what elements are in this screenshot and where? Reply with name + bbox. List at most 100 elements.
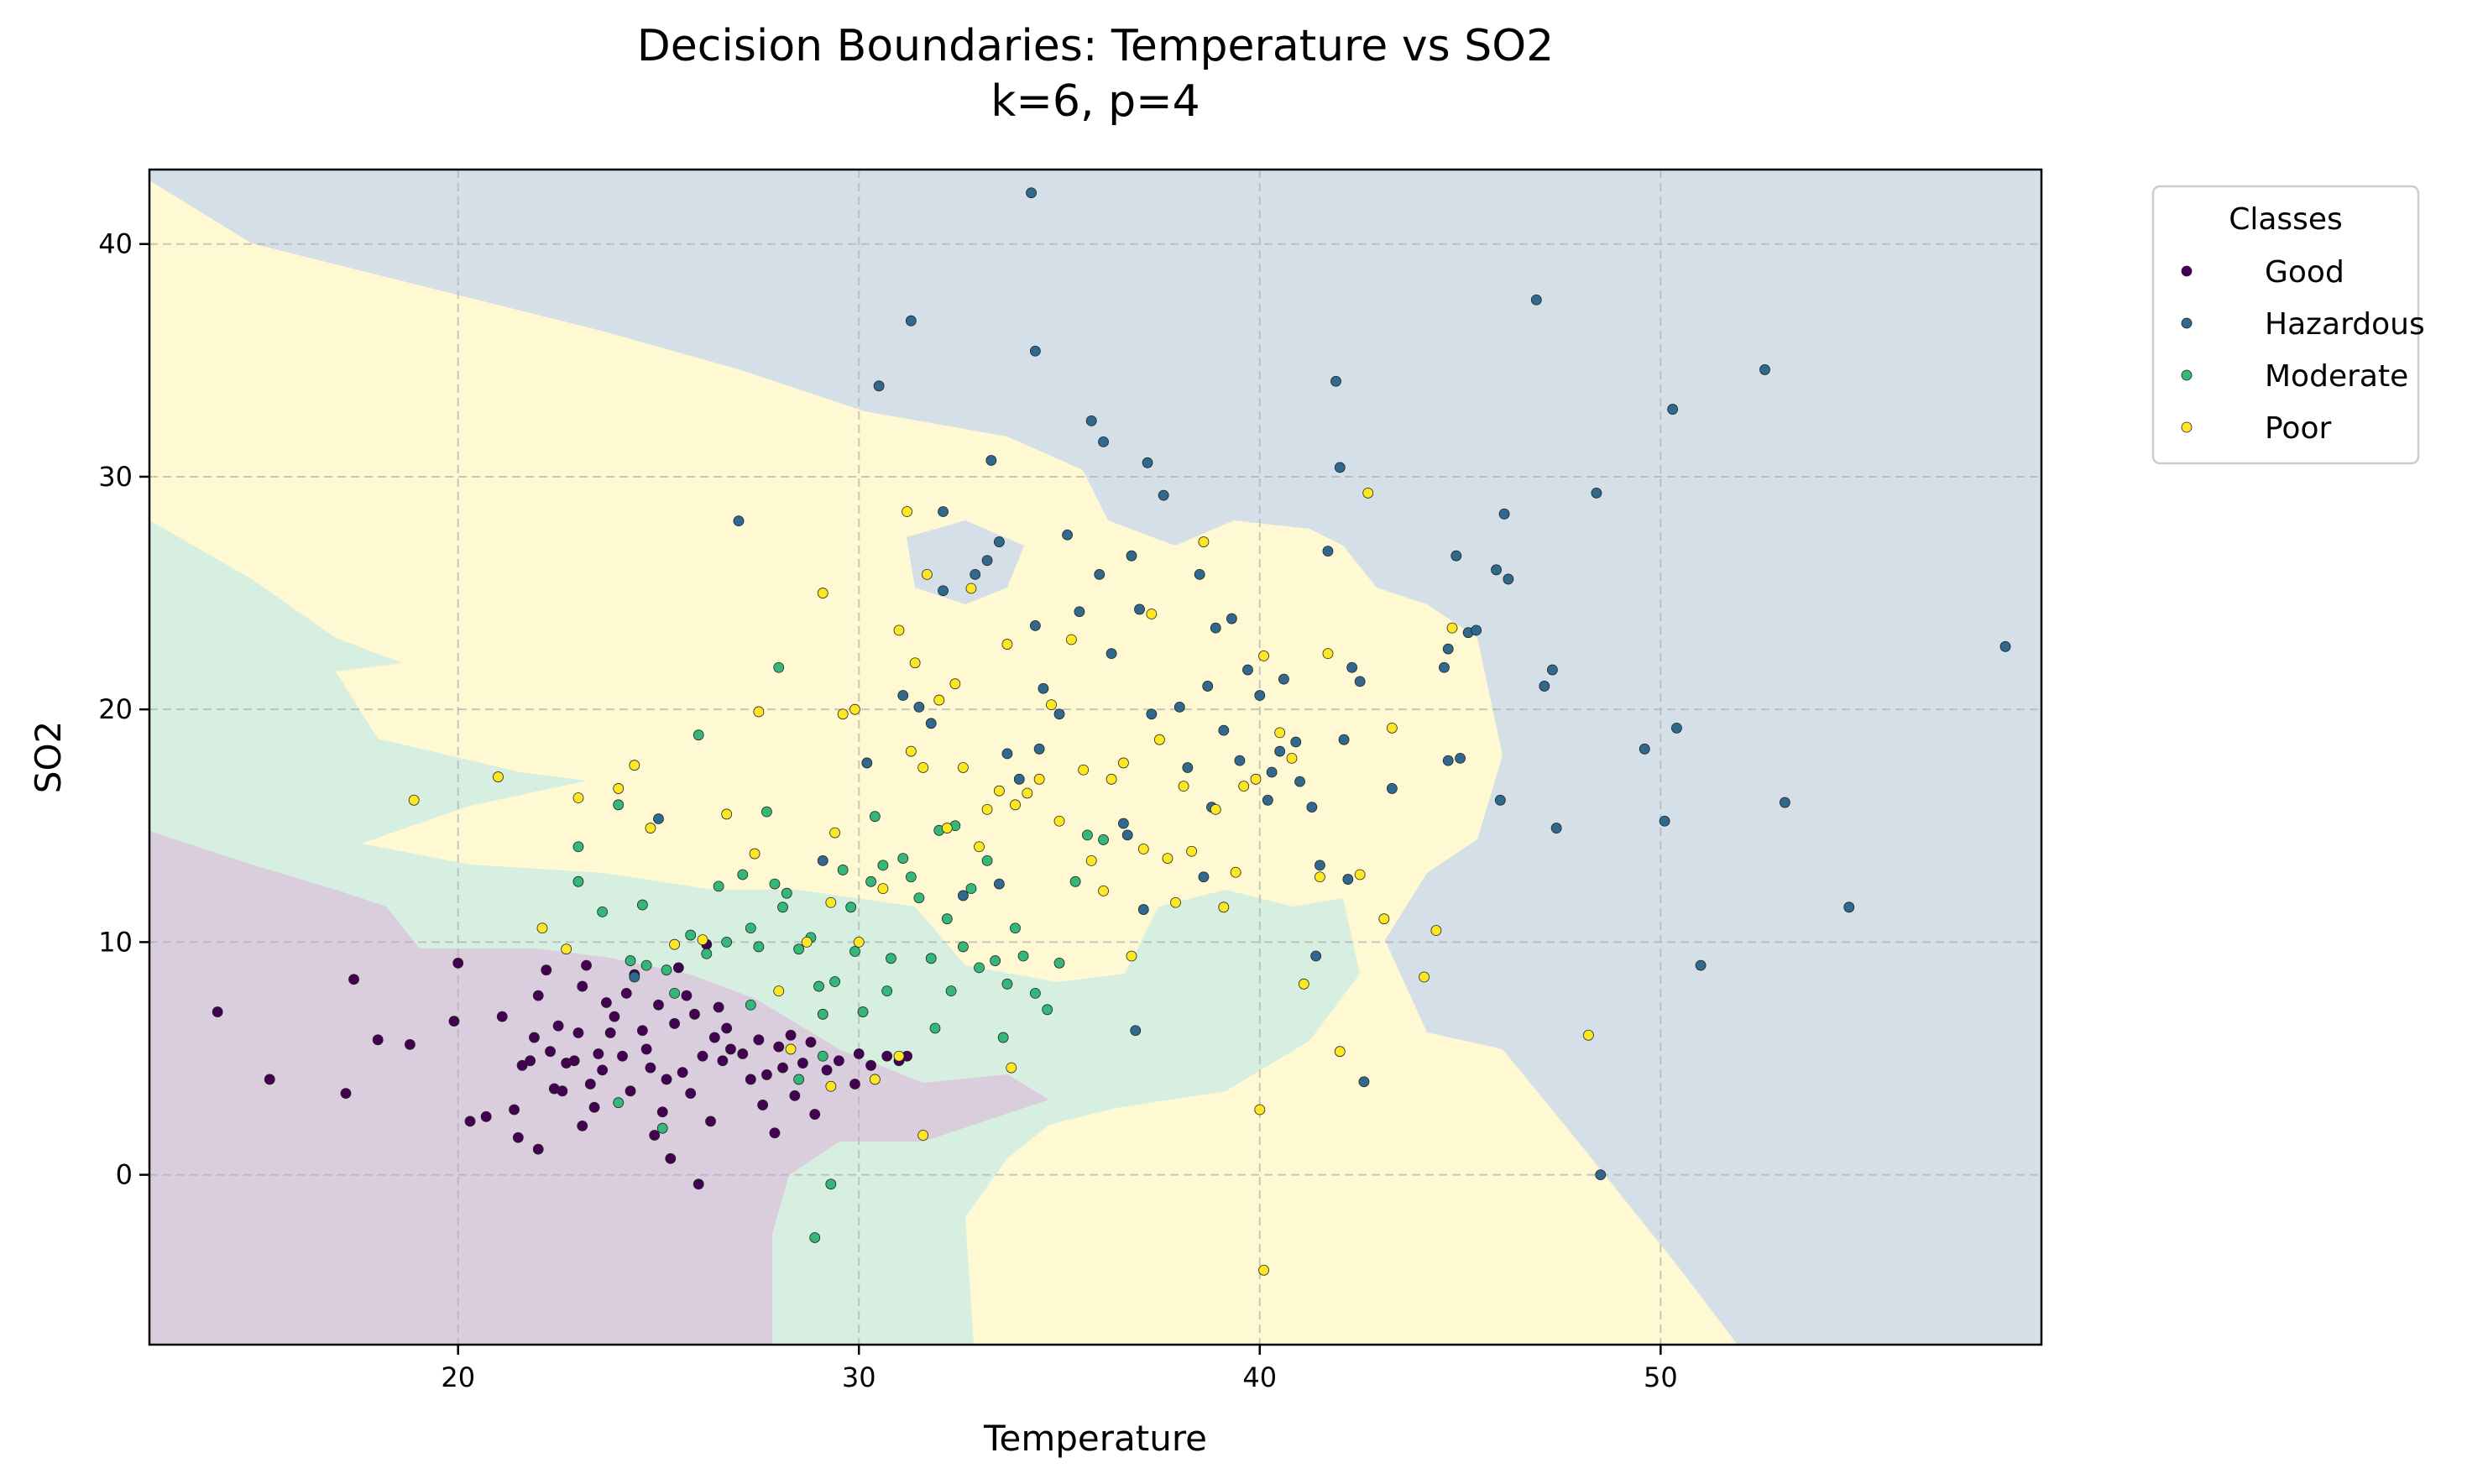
data-point bbox=[1999, 640, 2011, 652]
x-tick-label: 50 bbox=[1644, 1361, 1678, 1393]
data-point bbox=[781, 887, 792, 899]
data-point bbox=[1455, 752, 1466, 764]
data-point bbox=[689, 1008, 700, 1020]
data-point bbox=[1010, 922, 1021, 934]
data-point bbox=[1539, 681, 1550, 692]
data-point bbox=[777, 901, 788, 913]
data-point bbox=[1053, 708, 1065, 720]
data-point bbox=[893, 1050, 905, 1062]
data-point bbox=[853, 936, 865, 948]
data-point bbox=[837, 708, 849, 720]
data-point bbox=[845, 901, 857, 913]
data-point bbox=[1258, 1264, 1269, 1276]
data-point bbox=[552, 1020, 564, 1032]
data-point bbox=[1358, 1076, 1370, 1088]
data-point bbox=[452, 957, 464, 969]
data-point bbox=[545, 1046, 556, 1058]
data-point bbox=[1173, 701, 1185, 713]
data-point bbox=[785, 1029, 797, 1041]
data-point bbox=[1162, 853, 1173, 864]
data-point bbox=[1266, 766, 1278, 778]
data-point bbox=[1029, 345, 1041, 357]
data-point bbox=[1154, 734, 1165, 745]
data-point bbox=[408, 794, 420, 806]
data-point bbox=[793, 1074, 805, 1085]
data-point bbox=[981, 854, 993, 866]
data-point bbox=[1006, 1062, 1017, 1074]
data-point bbox=[1290, 736, 1302, 748]
data-point bbox=[913, 892, 925, 904]
data-point bbox=[1346, 661, 1358, 673]
data-point bbox=[745, 999, 756, 1011]
chart-title: Decision Boundaries: Temperature vs SO2 bbox=[637, 21, 1554, 71]
data-point bbox=[1274, 745, 1286, 757]
data-point bbox=[825, 1178, 837, 1190]
data-point bbox=[1491, 564, 1502, 576]
data-point bbox=[993, 785, 1005, 797]
data-point bbox=[496, 1011, 508, 1022]
data-point bbox=[1362, 487, 1374, 499]
data-point bbox=[529, 1032, 540, 1043]
y-tick-label: 0 bbox=[116, 1159, 133, 1191]
data-point bbox=[1142, 457, 1153, 468]
data-point bbox=[593, 1048, 604, 1059]
data-point bbox=[1082, 829, 1093, 841]
data-point bbox=[1298, 978, 1309, 990]
data-point bbox=[604, 1027, 616, 1038]
data-point bbox=[448, 1016, 460, 1027]
data-point bbox=[945, 985, 957, 997]
data-point bbox=[561, 943, 572, 955]
data-point bbox=[1442, 755, 1454, 766]
x-axis: 20 30 40 50 bbox=[441, 1345, 1678, 1393]
data-point bbox=[1038, 682, 1049, 694]
data-point bbox=[1010, 799, 1021, 811]
data-point bbox=[761, 1069, 772, 1080]
data-point bbox=[1062, 529, 1073, 541]
data-point bbox=[645, 1062, 656, 1074]
legend-marker bbox=[2181, 369, 2193, 381]
x-tick-label: 20 bbox=[441, 1361, 475, 1393]
scatter-points bbox=[212, 187, 2011, 1276]
data-point bbox=[1085, 854, 1097, 866]
data-point bbox=[656, 1122, 668, 1134]
data-point bbox=[509, 1104, 520, 1116]
data-point bbox=[737, 869, 749, 880]
data-point bbox=[480, 1110, 492, 1122]
data-point bbox=[965, 883, 977, 895]
data-point bbox=[1029, 987, 1041, 999]
data-point bbox=[877, 860, 889, 871]
data-point bbox=[1274, 727, 1286, 739]
data-point bbox=[1042, 1004, 1053, 1016]
data-point bbox=[769, 1127, 781, 1139]
data-point bbox=[1258, 651, 1269, 661]
data-point bbox=[1033, 773, 1045, 785]
data-point bbox=[693, 729, 704, 741]
data-point bbox=[974, 841, 985, 853]
data-point bbox=[817, 854, 828, 866]
data-point bbox=[753, 706, 765, 718]
data-point bbox=[677, 1067, 688, 1079]
data-point bbox=[753, 1034, 765, 1046]
data-point bbox=[1218, 724, 1230, 736]
data-point bbox=[1013, 773, 1025, 785]
data-point bbox=[1053, 815, 1065, 827]
data-point bbox=[1342, 874, 1354, 885]
data-point bbox=[1074, 606, 1085, 618]
data-point bbox=[1137, 904, 1149, 915]
data-point bbox=[805, 1037, 817, 1048]
data-point bbox=[1659, 815, 1670, 827]
data-point bbox=[1386, 783, 1398, 794]
data-point bbox=[1001, 978, 1013, 990]
series-hazardous bbox=[629, 187, 2011, 1181]
data-point bbox=[849, 946, 860, 957]
data-point bbox=[1121, 829, 1133, 841]
data-point bbox=[669, 938, 680, 950]
data-point bbox=[753, 941, 765, 953]
data-point bbox=[572, 875, 584, 887]
data-point bbox=[1098, 886, 1109, 896]
data-point bbox=[925, 718, 937, 729]
series-good bbox=[212, 938, 912, 1190]
data-point bbox=[532, 990, 544, 1001]
data-point bbox=[1278, 673, 1289, 685]
